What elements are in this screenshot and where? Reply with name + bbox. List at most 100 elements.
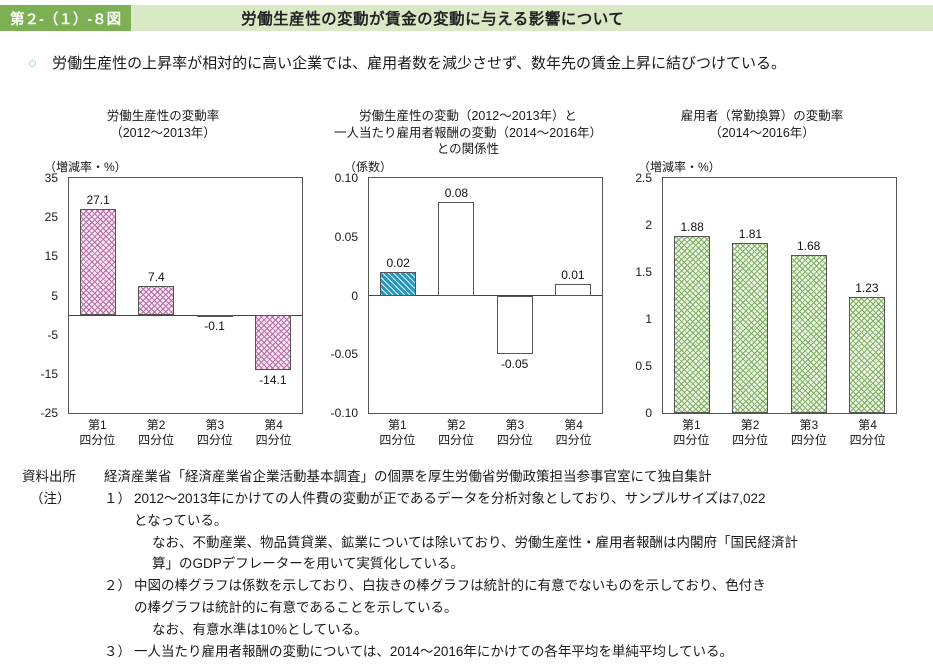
y-tick-label: 25 — [44, 210, 58, 225]
note-item-text: 2012〜2013年にかけての人件費の変動が正であるデータを分析対象としており、… — [134, 490, 766, 528]
y-tick-label: 0 — [645, 406, 652, 420]
bar — [254, 315, 291, 371]
bar-value-label: 1.88 — [680, 220, 704, 235]
y-tick-label: -5 — [47, 327, 58, 342]
bar-value-label: 27.1 — [86, 192, 110, 207]
y-tick-label: 0.5 — [635, 359, 652, 373]
y-tick-label: -25 — [40, 406, 58, 420]
x-category-label: 第1 四分位 — [673, 418, 710, 447]
y-tick-label: -0.10 — [330, 406, 358, 420]
chart-employee-change: 雇用者（常勤換算）の変動率 （2014〜2016年） （増減率・%） 2.5 2 1… — [612, 108, 912, 448]
bar — [732, 242, 769, 413]
figure-number-badge: 第２-（１）-８図 — [0, 5, 132, 31]
note-item: ２） 中図の棒グラフは係数を示しており、白抜きの棒グラフは統計的に有意でないもの… — [104, 575, 918, 619]
plot-area: 0.02 0.08 -0.05 0.01 — [368, 177, 603, 414]
bar — [438, 201, 475, 296]
plot-wrap: 35 25 15 5 -5 -15 -25 27.1 7.4 -0.1 -14.1 — [41, 171, 308, 420]
bar-value-label: 0.01 — [561, 267, 585, 282]
note-spacer — [20, 619, 104, 641]
note-source-text: 経済産業省「経済産業省企業活動基本調査」の個票を厚生労働省労働政策担当参事官室に… — [104, 469, 712, 484]
y-tick-label: 1.5 — [635, 265, 652, 279]
lead-text: 労働生産性の上昇率が相対的に高い企業では、雇用者数を減少させず、数年先の賃金上昇… — [37, 55, 787, 72]
note-item: なお、不動産業、物品賃貸業、鉱業については除いており、労働生産性・雇用者報酬は内… — [104, 532, 918, 576]
lead-statement: ○ 労働生産性の上昇率が相対的に高い企業では、雇用者数を減少させず、数年先の賃金… — [28, 52, 923, 75]
note-item: なお、有意水準は10%としている。 — [104, 619, 918, 641]
x-axis-categories: 第1 四分位 第2 四分位 第3 四分位 第4 四分位 — [368, 418, 603, 448]
zero-axis-line — [69, 314, 302, 316]
y-axis-ticks: 35 25 15 5 -5 -15 -25 — [18, 171, 62, 420]
y-tick-label: 0.10 — [334, 171, 358, 185]
note-spacer — [20, 532, 104, 576]
x-axis-categories: 第1 四分位 第2 四分位 第3 四分位 第4 四分位 — [68, 418, 303, 448]
bar-value-label: -0.1 — [204, 319, 225, 334]
note-source-label: 資料出所 — [22, 469, 76, 484]
note-item-text: なお、不動産業、物品賃貸業、鉱業については除いており、労働生産性・雇用者報酬は内… — [152, 534, 798, 572]
bar-value-label: -14.1 — [259, 373, 287, 388]
bar-value-label: 1.81 — [738, 226, 763, 241]
bar — [196, 315, 233, 318]
chart-title: 雇用者（常勤換算）の変動率 （2014〜2016年） — [680, 109, 844, 140]
x-category-label: 第2 四分位 — [438, 418, 475, 447]
chart-coefficient-relationship: 労働生産性の変動（2012〜2013年）と 一人当たり雇用者報酬の変動（2014… — [318, 108, 618, 448]
y-tick-label: 2.5 — [635, 171, 652, 185]
bar — [138, 286, 175, 316]
figure-header: 第２-（１）-８図 労働生産性の変動が賃金の変動に与える影響について — [0, 5, 933, 31]
note-source-row: 経済産業省「経済産業省企業活動基本調査」の個票を厚生労働省労働政策担当参事官室に… — [104, 466, 918, 488]
y-tick-label: -0.05 — [330, 347, 358, 362]
y-axis-ticks: 0.10 0.05 0 -0.05 -0.10 — [318, 171, 362, 420]
x-category-label: 第4 四分位 — [555, 418, 592, 447]
figure-title: 労働生産性の変動が賃金の変動に与える影響について — [241, 11, 625, 28]
x-category-label: 第3 四分位 — [196, 418, 233, 447]
y-tick-label: 2 — [645, 218, 652, 232]
note-item-number: ３） — [104, 643, 131, 659]
plot-area: 27.1 7.4 -0.1 -14.1 — [68, 177, 303, 414]
bar-value-label: 7.4 — [148, 270, 165, 285]
note-spacer — [20, 641, 104, 663]
note-item-text: なお、有意水準は10%としている。 — [152, 622, 368, 638]
bar — [80, 208, 117, 316]
bar-value-label: 1.68 — [796, 239, 821, 254]
y-tick-label: 5 — [51, 288, 58, 303]
x-category-label: 第3 四分位 — [496, 418, 533, 447]
y-axis-unit-label: （係数） — [344, 160, 393, 174]
note-label: （注） — [30, 490, 71, 506]
x-category-label: 第2 四分位 — [732, 418, 769, 447]
note-item: ３） 一人当たり雇用者報酬の変動については、2014〜2016年にかけての各年平… — [104, 641, 918, 663]
x-category-label: 第2 四分位 — [138, 418, 175, 447]
y-tick-label: 15 — [44, 249, 58, 264]
y-tick-label: -15 — [40, 366, 58, 381]
x-category-label: 第1 四分位 — [379, 418, 416, 447]
chart-title: 労働生産性の変動（2012〜2013年）と 一人当たり雇用者報酬の変動（2014… — [333, 109, 603, 156]
bar — [380, 272, 417, 296]
bar — [790, 255, 827, 413]
note-item-text: 一人当たり雇用者報酬の変動については、2014〜2016年にかけての各年平均を単… — [134, 643, 733, 659]
y-axis-unit-label: （増減率・%） — [44, 160, 127, 174]
y-axis-ticks: 2.5 2 1.5 1 0.5 0 — [612, 171, 656, 420]
bar — [674, 236, 711, 413]
note-item-text: 中図の棒グラフは係数を示しており、白抜きの棒グラフは統計的に有意でないものを示し… — [134, 578, 766, 616]
y-tick-label: 0.05 — [334, 229, 358, 244]
x-category-label: 第4 四分位 — [849, 418, 886, 447]
note-item-number — [104, 532, 134, 576]
x-axis-categories: 第1 四分位 第2 四分位 第3 四分位 第4 四分位 — [662, 418, 897, 448]
chart-labor-productivity-change: 労働生産性の変動率 （2012〜2013年） （増減率・%） 35 25 15 5 -5… — [18, 108, 308, 448]
x-category-label: 第3 四分位 — [790, 418, 827, 447]
plot-area: 1.88 1.81 1.68 1.23 — [662, 177, 897, 414]
bar-value-label: 0.02 — [386, 256, 410, 270]
plot-wrap: 0.10 0.05 0 -0.05 -0.10 0.02 0.08 -0.05 0.01 — [331, 171, 618, 420]
x-category-label: 第1 四分位 — [79, 418, 116, 447]
x-category-label: 第4 四分位 — [255, 418, 292, 447]
bar — [554, 283, 591, 296]
notes: 資料出所 経済産業省「経済産業省企業活動基本調査」の個票を厚生労働省労働政策担当… — [20, 466, 918, 663]
bar-value-label: 1.23 — [855, 281, 879, 296]
chart-title: 労働生産性の変動率 （2012〜2013年） — [106, 109, 220, 140]
note-item-number: １） — [104, 490, 131, 506]
bar — [848, 297, 885, 413]
note-item-number: ２） — [104, 578, 131, 594]
note-item: １） 2012〜2013年にかけての人件費の変動が正であるデータを分析対象として… — [104, 488, 918, 532]
bar-value-label: -0.05 — [500, 357, 529, 372]
bar — [496, 295, 533, 355]
y-tick-label: 1 — [645, 312, 652, 326]
charts-row: 労働生産性の変動率 （2012〜2013年） （増減率・%） 35 25 15 5 -5… — [0, 108, 933, 460]
